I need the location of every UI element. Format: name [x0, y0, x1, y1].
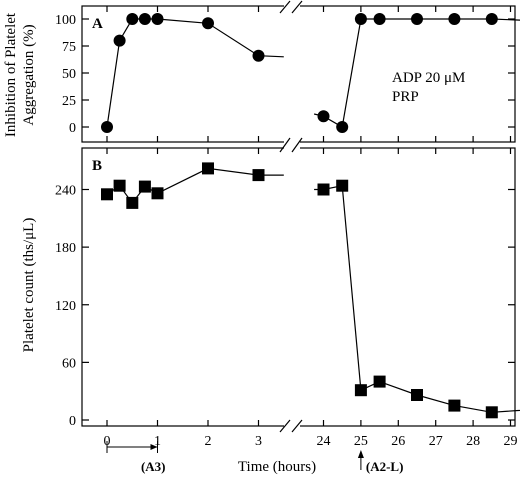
panel-b-point-left-3	[138, 180, 151, 193]
panel-b-ytick-label-2: 120	[55, 299, 76, 314]
panel-b-point-left-2	[126, 196, 139, 209]
panel-b-point-right-1	[336, 179, 349, 192]
x-axis-title: Time (hours)	[238, 459, 316, 475]
panel-b-point-right-5	[448, 399, 461, 412]
panel-a-point-left-6	[252, 49, 265, 62]
x-tick-label-6: 26	[391, 434, 405, 449]
a3-label: (A3)	[141, 459, 166, 474]
axis-break-top	[279, 0, 303, 14]
x-tick-label-5: 25	[354, 434, 368, 449]
panel-a-point-right-2	[354, 13, 367, 25]
panel-a-point-left-5	[202, 17, 214, 30]
chart-marks: 0255075100060120180240012324252627282930	[55, 6, 520, 449]
panel-b-ytick-label-0: 0	[69, 414, 76, 429]
panel-a-point-left-2	[126, 13, 139, 25]
panel-a-letter: A	[92, 16, 103, 32]
panel-a-annotation-line-1: ADP 20 μM	[392, 70, 465, 86]
panel-a-point-right-6	[485, 13, 498, 25]
panel-b-point-right-6	[485, 406, 498, 419]
panel-b-point-right-3	[373, 375, 386, 388]
panel-b-letter: B	[92, 158, 102, 174]
panel-a-point-right-4	[411, 13, 423, 25]
panel-a-ytick-label-2: 50	[62, 67, 76, 82]
panel-b-point-left-6	[252, 169, 265, 182]
axis-break-bottom	[279, 419, 303, 434]
x-tick-label-9: 29	[504, 434, 518, 449]
x-tick-label-1: 1	[154, 434, 161, 449]
panel-b-ytick-label-1: 60	[62, 356, 76, 371]
panel-a-ytick-label-1: 25	[62, 94, 76, 109]
x-tick-label-0: 0	[104, 434, 111, 449]
panel-a-point-left-4	[151, 13, 164, 25]
panel-b-point-left-4	[151, 187, 164, 200]
panel-a-series-line-left	[106, 18, 284, 128]
panel-a-ylabel-line-1: Inhibition of Platelet	[3, 12, 19, 137]
panel-a-annotation-line-2: PRP	[392, 89, 419, 105]
panel-a-point-right-0	[317, 110, 330, 123]
panel-b-point-left-5	[202, 162, 214, 175]
panel-a-ytick-label-4: 100	[55, 13, 76, 28]
panel-b-point-right-0	[317, 183, 330, 196]
panel-a-point-left-0	[101, 121, 113, 133]
x-tick-label-7: 27	[429, 434, 443, 449]
panel-b-ytick-label-4: 240	[55, 184, 76, 199]
panel-b-point-left-0	[101, 188, 113, 201]
panel-a-ytick-label-0: 0	[69, 121, 76, 136]
panel-b-point-left-1	[113, 179, 126, 192]
panel-b-ytick-label-3: 180	[55, 241, 76, 256]
panel-a-point-right-3	[373, 13, 386, 25]
a3-span-marker	[106, 441, 158, 453]
panel-b-point-right-2	[354, 384, 367, 397]
panel-a-point-right-5	[448, 13, 461, 25]
x-tick-label-2: 2	[205, 434, 212, 449]
panel-a-point-left-1	[113, 34, 126, 47]
panel-a-ytick-label-3: 75	[62, 40, 76, 55]
panel-a-point-right-1	[336, 121, 349, 133]
panel-a-point-left-3	[138, 13, 151, 25]
panel-b-ylabel: Platelet count (ths/μL)	[21, 218, 37, 353]
x-tick-label-3: 3	[255, 434, 262, 449]
panel-b-point-right-4	[411, 389, 423, 401]
panel-a-ylabel-line-2: Aggregation (%)	[21, 24, 37, 125]
x-tick-label-8: 28	[466, 434, 480, 449]
axis-break-middle	[279, 137, 303, 154]
panel-b-series-line-right	[314, 184, 520, 413]
a2l-arrow-marker	[357, 450, 364, 470]
x-tick-label-4: 24	[317, 434, 331, 449]
a2l-label: (A2-L)	[366, 459, 404, 474]
